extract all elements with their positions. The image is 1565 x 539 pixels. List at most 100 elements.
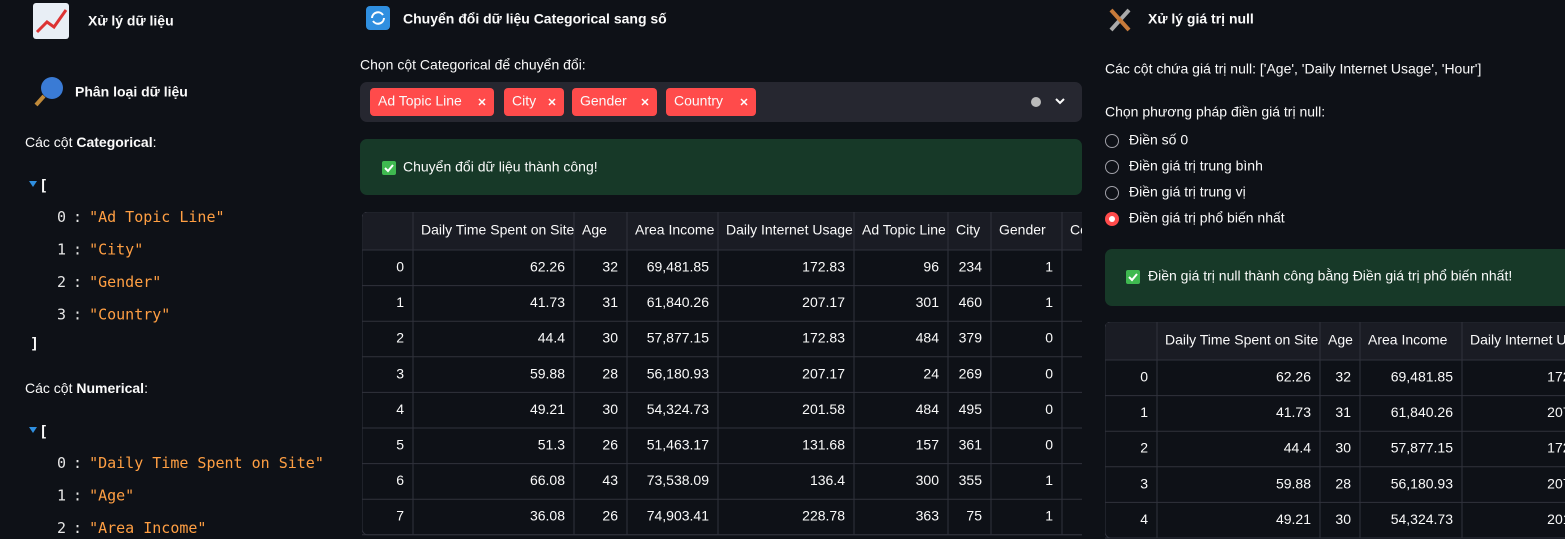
input-label: Chọn cột Categorical để chuyển đổi: xyxy=(360,57,586,73)
label-text: Các cột xyxy=(25,134,76,150)
cell: 1 xyxy=(1045,294,1053,310)
cell: 41.73 xyxy=(530,294,565,310)
cell: 96 xyxy=(923,259,939,275)
cell: 44.4 xyxy=(1284,440,1311,456)
cell: 484 xyxy=(916,330,940,346)
cell: 131.68 xyxy=(802,437,845,453)
cell: 0 xyxy=(1045,365,1053,381)
tools-icon xyxy=(1109,8,1131,32)
column-header: Daily Time Spent on Site xyxy=(1165,332,1319,348)
radio-label: Điền số 0 xyxy=(1129,132,1188,148)
cell: 30 xyxy=(1335,511,1351,527)
section-header: Chuyển đổi dữ liệu Categorical sang số xyxy=(403,11,667,27)
cell: 26 xyxy=(602,437,618,453)
tag[interactable] xyxy=(504,88,564,116)
success-box xyxy=(360,139,1082,195)
tag-label: Country xyxy=(674,93,723,109)
cell: 61,840.26 xyxy=(1391,404,1453,420)
tag-remove[interactable] xyxy=(740,98,748,106)
column-header: Ad Topic Line xyxy=(862,222,946,238)
tag-remove[interactable] xyxy=(641,98,649,106)
json-item: 2: "Gender" xyxy=(57,273,161,291)
cell: 31 xyxy=(1335,404,1351,420)
clear-all[interactable] xyxy=(1031,97,1041,107)
json-value: "City" xyxy=(89,240,143,258)
json-index: 0 xyxy=(57,454,66,472)
json-item: 1: "City" xyxy=(57,240,143,258)
cell: 30 xyxy=(602,330,618,346)
cell: 172.83 xyxy=(802,259,845,275)
cell: 51.3 xyxy=(538,437,565,453)
json-index: 0 xyxy=(57,208,66,226)
cell: 24 xyxy=(923,365,939,381)
json-item: 0: "Daily Time Spent on Site" xyxy=(57,454,324,472)
cell: 301 xyxy=(916,294,940,310)
row-index: 6 xyxy=(396,472,404,488)
cell: 201.58 xyxy=(802,401,845,417)
label-text: : xyxy=(153,134,157,150)
json-bracket: ] xyxy=(30,335,39,353)
expand-toggle[interactable] xyxy=(29,181,37,187)
json-sep: : xyxy=(73,240,82,258)
cell: 41.73 xyxy=(1276,404,1311,420)
column-header: Daily Time Spent on Site xyxy=(421,222,575,238)
cell: 28 xyxy=(1335,475,1351,491)
row-index: 1 xyxy=(396,294,404,310)
radio-label: Điền giá trị trung bình xyxy=(1129,158,1263,174)
column-header: Gender xyxy=(999,222,1046,238)
cell: 49.21 xyxy=(1276,511,1311,527)
tag-remove[interactable] xyxy=(548,98,556,106)
json-value: "Daily Time Spent on Site" xyxy=(89,454,324,472)
info-text: Các cột chứa giá trị null: ['Age', 'Dail… xyxy=(1105,61,1481,77)
tag[interactable] xyxy=(572,88,657,116)
json-bracket: [ xyxy=(39,423,48,441)
column-header: Country xyxy=(1070,222,1119,238)
cell: 36.08 xyxy=(530,508,565,524)
cell: 69,481.85 xyxy=(647,259,709,275)
cell: 26 xyxy=(602,508,618,524)
cell: 66.08 xyxy=(530,472,565,488)
cell: 56,180.93 xyxy=(647,365,709,381)
cell: 157 xyxy=(916,437,940,453)
json-item: 3: "Country" xyxy=(57,305,170,323)
success-box xyxy=(1105,249,1565,306)
tag[interactable] xyxy=(370,88,494,116)
cell: 51,463.17 xyxy=(647,437,709,453)
row-index: 0 xyxy=(1140,369,1148,385)
row-index: 2 xyxy=(1140,440,1148,456)
cell: 495 xyxy=(959,401,983,417)
section-header: Xử lý giá trị null xyxy=(1148,11,1254,27)
table-frame xyxy=(362,212,1082,536)
radio[interactable] xyxy=(1105,160,1119,174)
cell: 460 xyxy=(959,294,983,310)
tag-label: Gender xyxy=(580,93,627,109)
row-index: 3 xyxy=(396,365,404,381)
cell: 172.83 xyxy=(1547,440,1565,456)
column-header: Daily Internet Usage xyxy=(1470,332,1565,348)
radio[interactable] xyxy=(1105,134,1119,148)
radio[interactable] xyxy=(1105,186,1119,200)
cell: 172.83 xyxy=(802,330,845,346)
cell: 75 xyxy=(966,508,982,524)
cell: 1 xyxy=(1045,259,1053,275)
dropdown-chevron[interactable] xyxy=(1055,98,1065,105)
json-index: 1 xyxy=(57,486,66,504)
json-item: 2: "Area Income" xyxy=(57,519,206,537)
tag-remove[interactable] xyxy=(478,98,486,106)
row-index: 1 xyxy=(1140,404,1148,420)
expand-toggle[interactable] xyxy=(29,427,37,433)
row-index: 3 xyxy=(1140,475,1148,491)
cell: 73,538.09 xyxy=(647,472,709,488)
cell: 57,877.15 xyxy=(1391,440,1453,456)
cell: 57,877.15 xyxy=(647,330,709,346)
tag[interactable] xyxy=(666,88,756,116)
row-index: 7 xyxy=(396,508,404,524)
json-index: 1 xyxy=(57,240,66,258)
cell: 1 xyxy=(1045,508,1053,524)
cell: 43 xyxy=(602,472,618,488)
cell: 31 xyxy=(602,294,618,310)
radio-label: Điền giá trị trung vị xyxy=(1129,184,1246,200)
cell: 74,903.41 xyxy=(647,508,709,524)
cell: 361 xyxy=(959,437,983,453)
